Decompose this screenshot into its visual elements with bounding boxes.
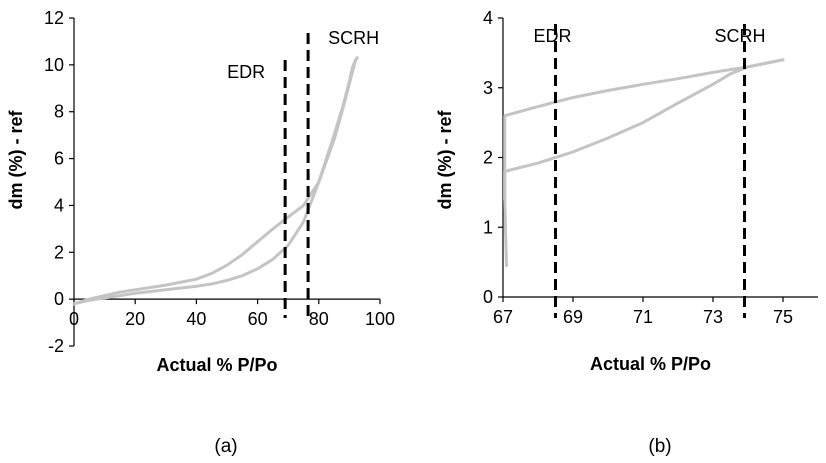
series-line-2 [72, 56, 359, 306]
x-tick-label: 60 [248, 309, 268, 329]
y-tick-label: 12 [44, 8, 64, 28]
panel-label: (b) [648, 436, 671, 457]
y-axis-title: dm (%) - ref [435, 109, 455, 209]
y-tick-label: 6 [54, 149, 64, 169]
x-tick-label: 80 [309, 309, 329, 329]
vline-label-scrh: SCRH [715, 26, 766, 46]
vline-label-scrh: SCRH [328, 28, 379, 48]
x-axis-title: Actual % P/Po [590, 354, 711, 374]
x-tick-label: 73 [703, 307, 723, 327]
y-tick-label: -2 [48, 336, 64, 356]
y-tick-label: 0 [483, 287, 493, 307]
y-tick-label: 2 [483, 148, 493, 168]
x-tick-label: 100 [365, 309, 395, 329]
x-tick-label: 71 [633, 307, 653, 327]
vline-label-edr: EDR [227, 62, 265, 82]
series-line-1 [72, 56, 359, 306]
x-tick-label: 0 [69, 309, 79, 329]
y-tick-label: 4 [54, 195, 64, 215]
x-axis-title: Actual % P/Po [156, 355, 277, 375]
x-tick-label: 69 [563, 307, 583, 327]
y-tick-label: 3 [483, 78, 493, 98]
panel-b: 0 1 2 3 4 67 69 71 73 75 EDR SCRH dm (%) - ref Actual… [435, 8, 818, 457]
x-tick-label: 20 [125, 309, 145, 329]
series-line-1 [503, 58, 785, 201]
y-tick-label: 2 [54, 242, 64, 262]
x-tick-label: 40 [186, 309, 206, 329]
y-tick-label: 4 [483, 8, 493, 28]
y-tick-label: 10 [44, 55, 64, 75]
x-tick-label: 75 [773, 307, 793, 327]
vline-label-edr: EDR [534, 26, 572, 46]
y-tick-label: 1 [483, 217, 493, 237]
y-axis-title: dm (%) - ref [6, 109, 26, 209]
panel-label: (a) [214, 436, 237, 457]
y-tick-label: 0 [54, 289, 64, 309]
y-tick-label: 8 [54, 102, 64, 122]
series-line-2 [503, 58, 785, 268]
x-tick-label: 67 [493, 307, 513, 327]
